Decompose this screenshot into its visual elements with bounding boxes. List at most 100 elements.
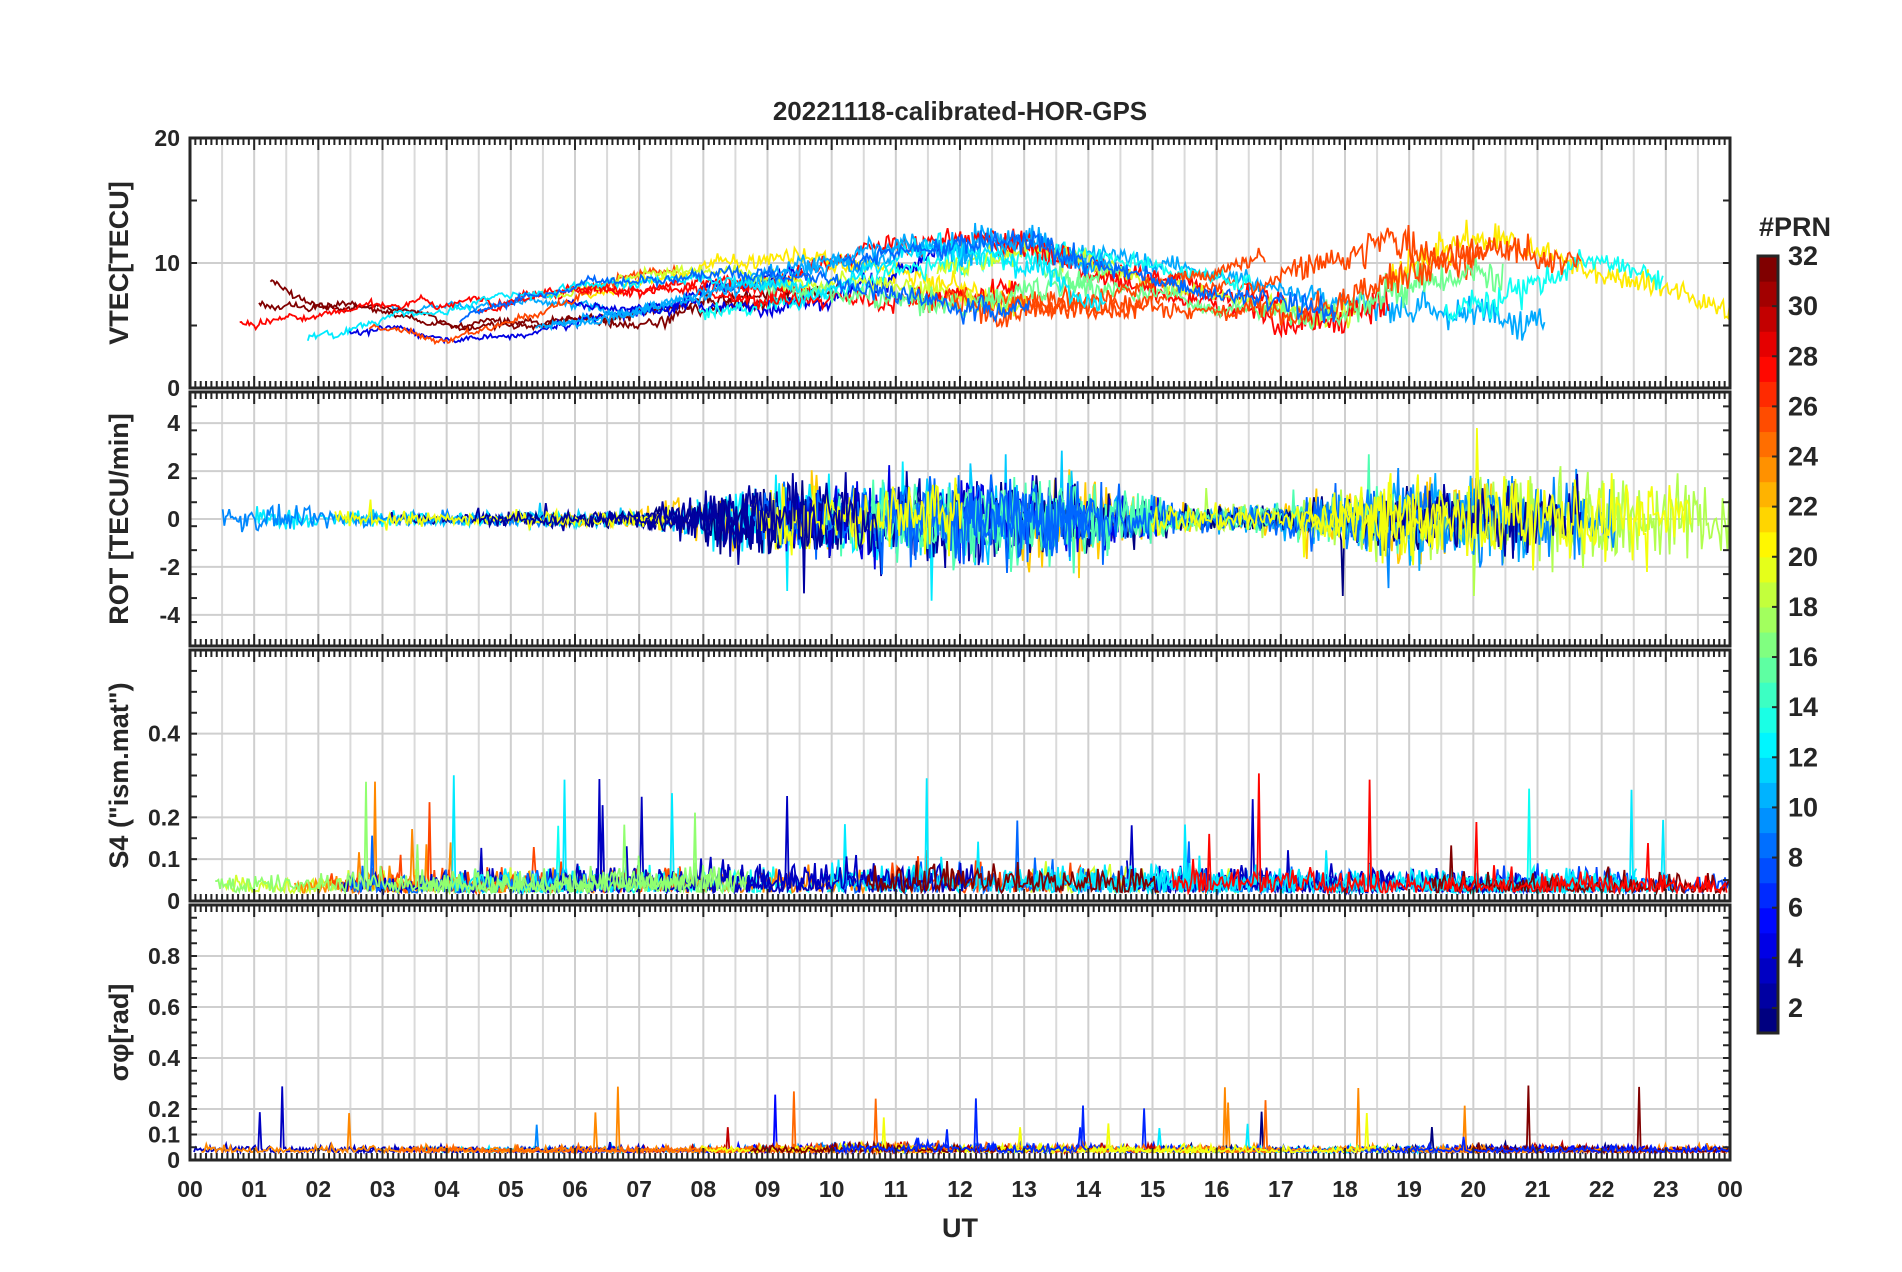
traces-sigma <box>193 1085 1730 1156</box>
series-line <box>1150 473 1448 566</box>
colorbar-step <box>1758 957 1778 984</box>
y-tick-label: 0.2 <box>148 804 180 830</box>
x-tick-label: 01 <box>241 1176 267 1202</box>
colorbar-tick-label: 16 <box>1788 642 1818 672</box>
colorbar-step <box>1758 606 1778 633</box>
series-line <box>1004 862 1253 896</box>
x-tick-label: 20 <box>1461 1176 1487 1202</box>
colorbar-step <box>1758 682 1778 708</box>
y-tick-label: 0 <box>167 375 180 401</box>
panel-sigma: 00.10.2 0.4 0.6 0.8 σφ[rad] <box>104 903 1732 1173</box>
x-tick-label: 07 <box>626 1176 652 1202</box>
x-tick-label: 15 <box>1140 1176 1166 1202</box>
series-line <box>1370 1136 1730 1156</box>
x-tick-label: 13 <box>1011 1176 1037 1202</box>
colorbar-step <box>1758 631 1778 658</box>
y-tick-label: 0.1 <box>148 846 180 872</box>
colorbar-step <box>1758 381 1778 407</box>
series-line <box>419 812 722 895</box>
x-ticks-sigma <box>189 905 1731 1160</box>
colorbar-step <box>1758 1007 1778 1034</box>
series-line <box>1189 1087 1497 1155</box>
series-line <box>544 224 1114 332</box>
x-ticks-vtec <box>189 138 1731 388</box>
series-line <box>866 860 1160 895</box>
x-tick-label: 21 <box>1525 1176 1551 1202</box>
series-line <box>1443 821 1728 896</box>
colorbar-step <box>1758 456 1778 483</box>
series-line <box>258 284 794 332</box>
colorbar-step <box>1758 857 1778 884</box>
series-line <box>946 247 1266 329</box>
colorbar-step <box>1758 657 1778 683</box>
series-line <box>1007 233 1582 326</box>
y-axis-label-vtec: VTEC[TECU] <box>104 181 134 345</box>
y-axis-label-rot: ROT [TECU/min] <box>104 413 134 624</box>
colorbar-step <box>1758 406 1778 433</box>
colorbar-tick-label: 22 <box>1788 492 1818 522</box>
colorbar-step <box>1758 256 1778 282</box>
x-tick-label: 00 <box>1717 1176 1743 1202</box>
x-tick-label: 18 <box>1332 1176 1358 1202</box>
y-tick-label: 0.4 <box>148 721 180 747</box>
y-tick-label: 0 <box>167 888 180 914</box>
series-line <box>477 277 1021 314</box>
y-tick-label: 10 <box>154 250 180 276</box>
grid-sigma <box>190 905 1730 1161</box>
series-line <box>912 225 1489 321</box>
colorbar-step <box>1758 506 1778 533</box>
series-line <box>535 232 976 330</box>
traces-s4 <box>215 773 1730 897</box>
colorbar-frame <box>1756 254 1780 1035</box>
x-tick-labels: 00 01 02 03 04 05 06 07 08 09 10 11 12 13 14 15 16 17 18 19… <box>177 1176 1743 1202</box>
panel-vtec: 0 10 20 VTEC[TECU] <box>104 125 1732 401</box>
series-line <box>842 230 1337 324</box>
colorbar-tick-label: 26 <box>1788 391 1818 421</box>
x-tick-label: 23 <box>1653 1176 1679 1202</box>
colorbar-tick-label: 8 <box>1788 843 1803 873</box>
chart-title: 20221118-calibrated-HOR-GPS <box>773 96 1147 126</box>
x-tick-label: 09 <box>755 1176 781 1202</box>
series-line <box>471 472 879 594</box>
series-line <box>215 781 749 897</box>
colorbar-step <box>1758 281 1778 307</box>
colorbar-step <box>1758 982 1778 1009</box>
series-line <box>1431 845 1730 896</box>
colorbar-tick-label: 10 <box>1788 792 1818 822</box>
colorbar-step <box>1758 757 1778 783</box>
y-ticks-rot <box>190 405 1730 647</box>
colorbar-tick-label: 18 <box>1788 592 1818 622</box>
series-line <box>991 228 1390 339</box>
colorbar-step <box>1758 331 1778 357</box>
series-line <box>1401 1105 1730 1156</box>
colorbar-tick-label: 4 <box>1788 943 1803 973</box>
colorbar-tick-label: 24 <box>1788 442 1818 472</box>
y-tick-label: 0.1 <box>148 1122 180 1148</box>
colorbar-step <box>1758 707 1778 733</box>
panel-rot: -4 -2 0 2 4 ROT [TECU/min] <box>104 390 1732 648</box>
x-tick-label: 03 <box>370 1176 396 1202</box>
y-ticks-s4 <box>190 649 1730 902</box>
y-ticks-vtec <box>190 137 1730 389</box>
y-tick-label: 0.2 <box>148 1096 180 1122</box>
colorbar-step <box>1758 882 1778 909</box>
y-tick-label: 0 <box>167 506 180 532</box>
colorbar-step <box>1758 907 1778 934</box>
traces-vtec <box>239 219 1730 346</box>
colorbar-step <box>1758 481 1778 508</box>
series-line <box>704 1091 1276 1155</box>
colorbar-tick-label: 6 <box>1788 893 1803 923</box>
y-tick-label: 20 <box>154 125 180 151</box>
series-line <box>1471 1085 1730 1155</box>
y-ticks-sigma <box>190 904 1730 1161</box>
x-tick-label: 12 <box>947 1176 973 1202</box>
series-line <box>750 477 963 557</box>
colorbar-step <box>1758 356 1778 382</box>
x-tick-label: 14 <box>1076 1176 1102 1202</box>
x-axis-label: UT <box>942 1213 978 1243</box>
x-tick-label: 04 <box>434 1176 460 1202</box>
x-tick-label: 16 <box>1204 1176 1230 1202</box>
x-ticks-s4 <box>189 650 1731 901</box>
